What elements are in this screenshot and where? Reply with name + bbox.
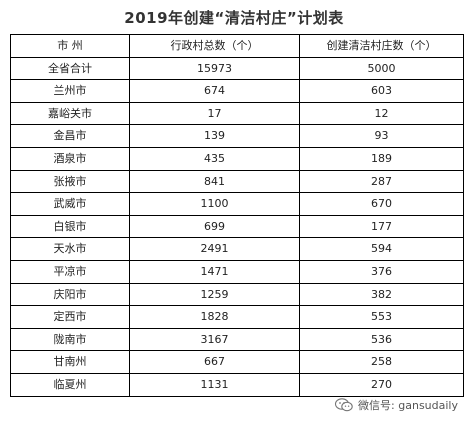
plan-table: 市 州 行政村总数（个） 创建清洁村庄数（个） 全省合计 15973 5000 兰州市… [10,34,464,397]
cell-clean-village-count: 93 [299,124,464,148]
cell-village-total: 1131 [129,372,300,397]
cell-village-total: 15973 [129,56,300,81]
cell-village-total: 841 [129,169,300,194]
table-row: 金昌市 139 93 [10,124,464,148]
table-row: 临夏州 1131 270 [10,372,464,397]
cell-clean-village-count: 553 [299,305,464,329]
cell-clean-village-count: 189 [299,146,464,171]
page-title: 2019年创建“清洁村庄”计划表 [124,9,344,27]
table-row: 全省合计 15973 5000 [10,56,464,81]
cell-clean-village-count: 270 [299,372,464,397]
cell-clean-village-count: 287 [299,169,464,194]
wechat-icon [334,398,353,412]
cell-village-total: 3167 [129,327,300,352]
cell-city: 武威市 [10,192,130,216]
column-header-village-total: 行政村总数（个） [129,34,300,58]
cell-village-total: 674 [129,79,300,103]
cell-clean-village-count: 382 [299,282,464,307]
table-row: 天水市 2491 594 [10,237,464,261]
cell-city: 陇南市 [10,327,130,352]
table-row: 平凉市 1471 376 [10,259,464,284]
cell-city: 天水市 [10,237,130,261]
cell-village-total: 17 [129,101,300,126]
cell-city: 平凉市 [10,259,130,284]
column-header-city: 市 州 [10,34,130,58]
table-row: 酒泉市 435 189 [10,146,464,171]
cell-city: 张掖市 [10,169,130,194]
cell-clean-village-count: 536 [299,327,464,352]
cell-village-total: 435 [129,146,300,171]
cell-clean-village-count: 258 [299,350,464,374]
cell-city: 金昌市 [10,124,130,148]
table-row: 张掖市 841 287 [10,169,464,194]
cell-village-total: 1100 [129,192,300,216]
table-row: 定西市 1828 553 [10,305,464,329]
cell-clean-village-count: 603 [299,79,464,103]
cell-clean-village-count: 376 [299,259,464,284]
cell-village-total: 1828 [129,305,300,329]
watermark: 微信号: gansudaily [334,395,458,415]
cell-clean-village-count: 177 [299,214,464,239]
table-row: 白银市 699 177 [10,214,464,239]
watermark-text: 微信号: gansudaily [358,399,458,412]
cell-village-total: 2491 [129,237,300,261]
cell-city: 酒泉市 [10,146,130,171]
cell-city: 定西市 [10,305,130,329]
cell-city: 甘南州 [10,350,130,374]
cell-village-total: 667 [129,350,300,374]
table-row: 庆阳市 1259 382 [10,282,464,307]
cell-clean-village-count: 12 [299,101,464,126]
cell-village-total: 699 [129,214,300,239]
column-header-clean-village-count: 创建清洁村庄数（个） [299,34,464,58]
table-row: 武威市 1100 670 [10,192,464,216]
cell-clean-village-count: 670 [299,192,464,216]
cell-city: 庆阳市 [10,282,130,307]
cell-clean-village-count: 594 [299,237,464,261]
table-header-row: 市 州 行政村总数（个） 创建清洁村庄数（个） [10,34,464,58]
cell-city: 全省合计 [10,56,130,81]
cell-city: 临夏州 [10,372,130,397]
table-row: 甘南州 667 258 [10,350,464,374]
cell-clean-village-count: 5000 [299,56,464,81]
cell-city: 白银市 [10,214,130,239]
table-row: 兰州市 674 603 [10,79,464,103]
table-row: 嘉峪关市 17 12 [10,101,464,126]
table-row: 陇南市 3167 536 [10,327,464,352]
cell-village-total: 1471 [129,259,300,284]
cell-city: 兰州市 [10,79,130,103]
table-body: 全省合计 15973 5000 兰州市 674 603 嘉峪关市 17 12 金昌市 139 93 酒泉… [10,56,464,397]
cell-village-total: 1259 [129,282,300,307]
cell-city: 嘉峪关市 [10,101,130,126]
cell-village-total: 139 [129,124,300,148]
